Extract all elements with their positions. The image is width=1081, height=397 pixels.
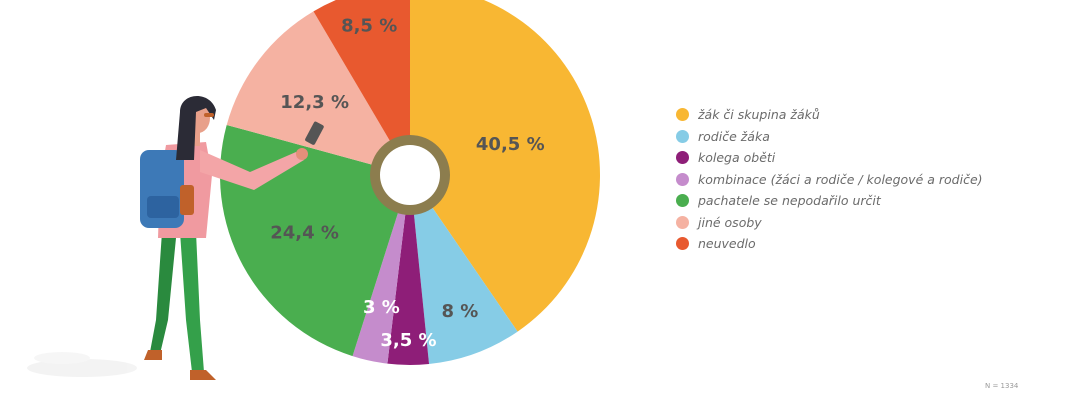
legend-item: neuvedlo xyxy=(676,233,983,255)
slice-labels: 40,5 % 8 %3,5 % 3 % 24,4 % 12,3 % 8,5 % xyxy=(270,15,544,351)
legend-label: žák či skupina žáků xyxy=(698,107,820,123)
pie-slice xyxy=(410,175,518,365)
pie-slice xyxy=(226,11,410,176)
pie-slice xyxy=(352,175,410,364)
legend-label: kolega oběti xyxy=(698,150,776,166)
legend-swatch-icon xyxy=(676,129,689,143)
slice-value-label: 8,5 % xyxy=(341,15,397,36)
pie-slice xyxy=(410,0,600,332)
pie-slice xyxy=(387,175,430,365)
legend-label: neuvedlo xyxy=(698,236,756,252)
slice-value-label: 3 % xyxy=(363,297,400,318)
legend-swatch-icon xyxy=(676,237,689,251)
legend-item: jiné osoby xyxy=(676,212,983,234)
legend-swatch-icon xyxy=(676,215,689,229)
pie-slice xyxy=(313,0,410,175)
legend-label: rodiče žáka xyxy=(698,128,770,144)
legend-label: jiné osoby xyxy=(698,214,762,230)
legend-swatch-icon xyxy=(676,194,689,208)
pie-slices xyxy=(220,0,600,365)
legend-item: rodiče žáka xyxy=(676,126,983,148)
ground-shadow-icon xyxy=(27,352,137,377)
slice-value-label: 12,3 % xyxy=(280,92,349,113)
legend-swatch-icon xyxy=(676,108,689,122)
legend-item: žák či skupina žáků xyxy=(676,104,983,126)
legend-item: kombinace (žáci a rodiče / kolegové a ro… xyxy=(676,169,983,191)
woman-with-backpack-holding-phone-icon xyxy=(140,95,324,380)
legend-label: kombinace (žáci a rodiče / kolegové a ro… xyxy=(698,171,983,187)
slice-value-label: 40,5 % xyxy=(476,134,545,155)
slice-value-label: 24,4 % xyxy=(270,222,339,243)
legend-swatch-icon xyxy=(676,151,689,165)
slice-value-label: 8 % xyxy=(441,301,478,322)
pie-center-hole xyxy=(380,145,440,205)
legend-swatch-icon xyxy=(676,172,689,186)
sample-size-note: N = 1334 xyxy=(985,382,1019,390)
slice-value-label: 3,5 % xyxy=(380,330,436,351)
legend-label: pachatele se nepodařilo určit xyxy=(698,193,881,209)
pie-slice xyxy=(220,124,410,357)
legend-item: kolega oběti xyxy=(676,147,983,169)
legend-item: pachatele se nepodařilo určit xyxy=(676,190,983,212)
chart-legend: žák či skupina žáků rodiče žáka kolega obě… xyxy=(676,104,983,255)
